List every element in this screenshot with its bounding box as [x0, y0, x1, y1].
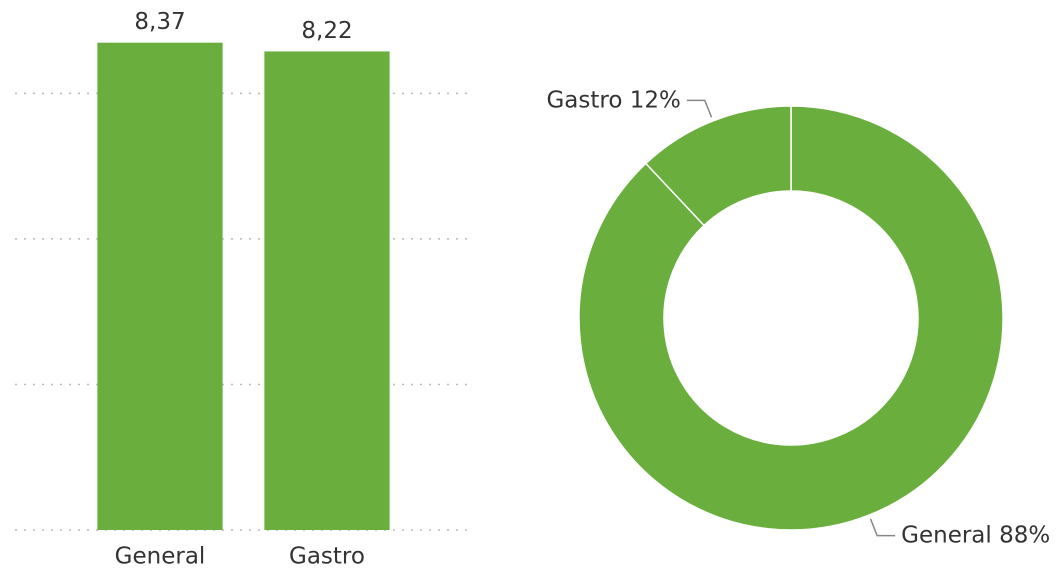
slice-value: 12% — [630, 87, 681, 113]
leader-line — [869, 518, 896, 537]
data-label: 8,22 — [301, 18, 352, 44]
bar — [264, 51, 390, 531]
x-tick-label: Gastro — [289, 544, 365, 570]
bar — [97, 42, 223, 531]
slice-value: 88% — [999, 522, 1050, 548]
donut-slice — [578, 105, 1004, 531]
leader-line — [686, 99, 713, 118]
x-tick-label: General — [115, 544, 206, 570]
data-label: 8,37 — [134, 9, 185, 35]
slice-label: General 88% — [901, 522, 1050, 548]
slice-name: Gastro — [546, 87, 622, 113]
slice-label: Gastro 12% — [546, 87, 680, 113]
slice-name: General — [901, 522, 992, 548]
donut-slice — [644, 105, 792, 227]
